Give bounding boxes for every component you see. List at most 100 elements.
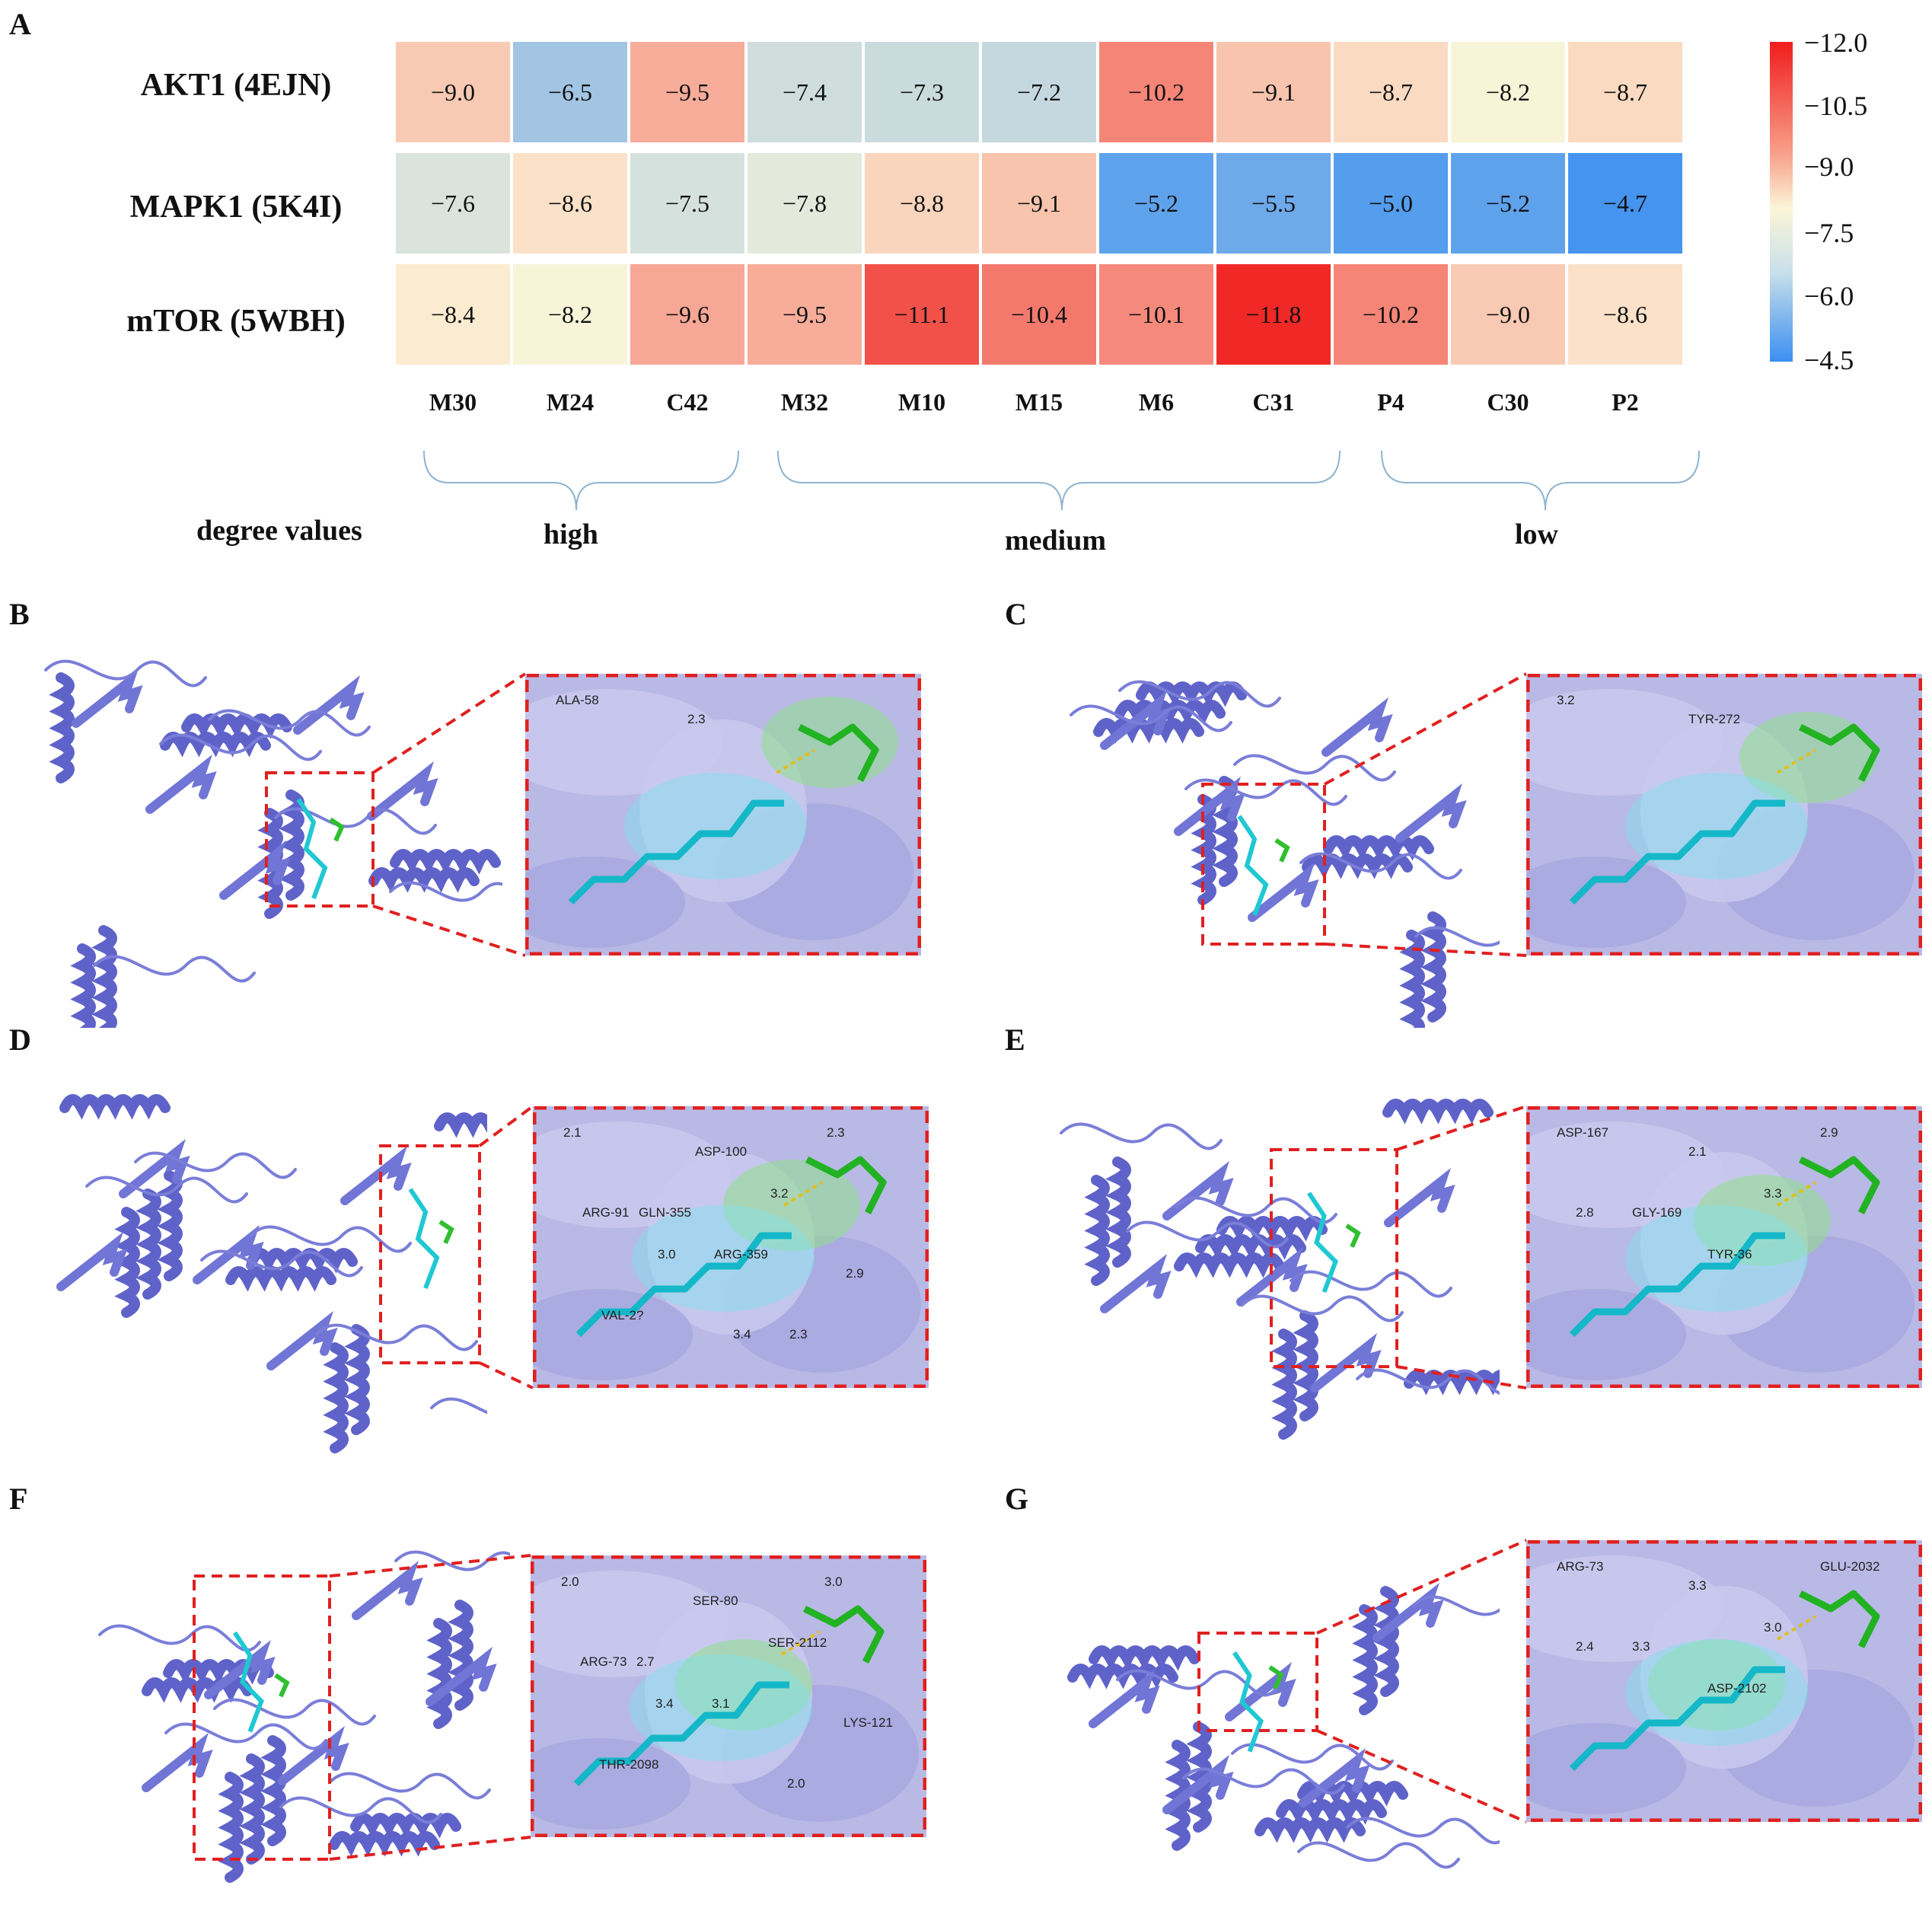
protein-ribbon <box>1060 1099 1500 1440</box>
loop <box>1290 1270 1452 1298</box>
heatmap-cell: −4.7 <box>1568 153 1682 254</box>
loop <box>389 881 502 902</box>
protein-structure-e <box>1060 1099 1500 1440</box>
beta-sheet <box>352 1560 423 1620</box>
loop <box>1231 1743 1394 1771</box>
interaction-label: 3.4 <box>733 1327 751 1342</box>
beta-sheet <box>340 1145 412 1205</box>
group-braces <box>423 450 1700 511</box>
heatmap-cell: −5.2 <box>1099 153 1213 254</box>
column-label: M32 <box>780 388 829 416</box>
heatmap-cell: −10.1 <box>1099 264 1213 365</box>
binding-inset-d: 2.1 ASP-100 2.3 GLN-355 3.2 ARG-91 ARG-359 2.9 3… <box>533 1106 929 1388</box>
protein-structure-g <box>1067 1582 1500 1869</box>
heatmap-cell: −8.6 <box>513 153 627 254</box>
helix <box>344 1324 370 1435</box>
hydrophobic-patch <box>723 1160 860 1251</box>
heatmap-cell: −11.8 <box>1216 264 1331 365</box>
hydrogen-bond <box>780 1630 821 1656</box>
column-label: M24 <box>546 388 595 416</box>
interaction-label: ARG-73 <box>580 1654 626 1669</box>
heatmap-cell: −5.0 <box>1334 153 1448 254</box>
loop <box>279 1796 442 1824</box>
column-label: M15 <box>1015 388 1063 416</box>
helix <box>260 1735 286 1846</box>
residue-sticks <box>805 1156 887 1215</box>
heatmap-cell: −8.4 <box>396 264 510 365</box>
hydrophobic-patch <box>1694 1175 1831 1266</box>
column-label: P4 <box>1377 388 1404 416</box>
ligand-sticks <box>1569 1666 1785 1772</box>
helix <box>1165 1740 1191 1851</box>
surface-patch <box>1526 857 1686 948</box>
heatmap-cell: −8.6 <box>1568 264 1682 365</box>
protein-structure-d <box>56 1094 487 1453</box>
ligand <box>408 1188 440 1290</box>
surface-patch <box>525 857 685 948</box>
loop <box>1297 1841 1460 1869</box>
interaction-label: 2.0 <box>787 1776 805 1791</box>
helix <box>426 1618 452 1729</box>
ligand-sticks <box>1569 799 1785 905</box>
helix <box>239 1753 265 1865</box>
group-label-medium: medium <box>1005 525 1106 557</box>
loop <box>164 1722 327 1750</box>
loop <box>1070 704 1232 732</box>
hydrogen-bond <box>775 748 816 774</box>
column-label: C31 <box>1252 388 1295 416</box>
helix <box>1136 681 1247 707</box>
column-label: M10 <box>897 388 946 416</box>
heatmap-cell: −7.4 <box>748 42 862 142</box>
loop <box>1299 852 1462 880</box>
binding-site-box <box>1270 1148 1398 1368</box>
beta-sheet <box>145 754 217 814</box>
beta-sheet <box>119 1138 190 1198</box>
beta-sheet <box>142 1732 213 1792</box>
interaction-label: 3.2 <box>770 1186 789 1201</box>
binding-inset-e: ASP-167 2.1 2.9 GLY-169 3.3 2.8 TYR-36 <box>1526 1106 1922 1388</box>
binding-inset-g: ARG-73 3.3 GLU-2032 3.3 3.0 2.4 ASP-2102 <box>1526 1540 1922 1822</box>
beta-sheet <box>1100 690 1172 750</box>
helix <box>49 672 75 783</box>
loop <box>44 659 207 688</box>
colorbar-tick: −6.0 <box>1804 281 1854 311</box>
heatmap-cell: −7.5 <box>630 153 744 254</box>
interaction-label: 3.0 <box>658 1247 676 1262</box>
brace-high <box>423 450 739 511</box>
beta-sheet <box>193 1224 264 1284</box>
helix <box>114 1207 140 1318</box>
loop <box>1241 1294 1404 1322</box>
beta-sheet <box>1395 783 1467 843</box>
brace-medium <box>777 450 1341 511</box>
interaction-label: 3.0 <box>824 1574 843 1589</box>
helix <box>59 1094 171 1120</box>
helix <box>91 925 117 1028</box>
hydrogen-bond <box>783 1181 824 1207</box>
ligand-surface <box>1625 773 1808 879</box>
helix <box>1271 1329 1297 1440</box>
interaction-label: 3.0 <box>1764 1620 1782 1635</box>
loop <box>1060 1122 1223 1150</box>
protein-ribbon <box>98 1550 510 1883</box>
heatmap-cell: −10.2 <box>1334 264 1448 365</box>
beta-sheet <box>1321 697 1393 757</box>
row-label-akt1: AKT1 (4EJN) <box>140 68 332 103</box>
interaction-label: ASP-2102 <box>1707 1681 1767 1696</box>
loop <box>1116 1669 1279 1697</box>
helix <box>1114 700 1226 726</box>
column-label: C42 <box>666 388 709 416</box>
heatmap-cell: −11.1 <box>865 264 979 365</box>
ligand-surface <box>624 773 807 879</box>
heatmap-cell: −7.8 <box>748 153 862 254</box>
heatmap-cell: −9.0 <box>396 42 510 142</box>
heatmap-cell: −9.1 <box>1216 42 1331 142</box>
loop <box>85 1176 248 1204</box>
beta-sheet <box>1089 1668 1160 1728</box>
helix <box>70 943 96 1028</box>
loop <box>1118 680 1281 708</box>
helix <box>1382 1099 1494 1125</box>
interaction-label: TYR-272 <box>1688 712 1740 726</box>
ligand-sticks <box>575 1232 792 1338</box>
ligand-surface <box>630 1654 812 1761</box>
protein-ribbon <box>44 659 502 1028</box>
